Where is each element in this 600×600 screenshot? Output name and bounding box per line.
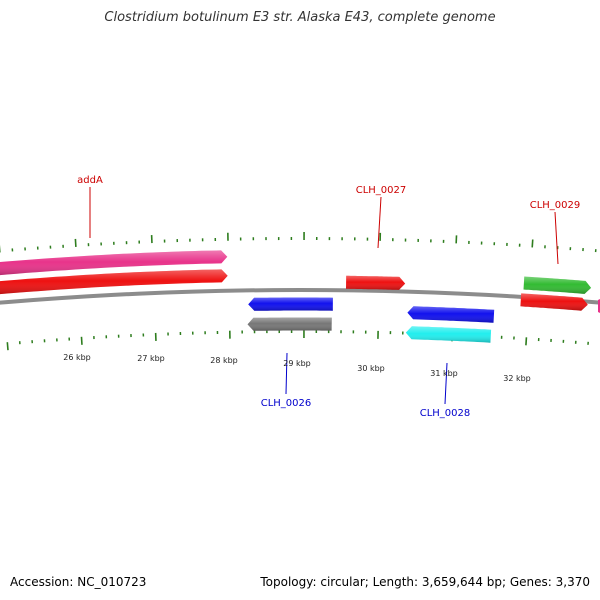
gene-shading xyxy=(520,293,588,311)
genome-title: Clostridium botulinum E3 str. Alaska E43… xyxy=(104,10,496,25)
scale-label: 27 kbp xyxy=(137,354,165,363)
gene-label: CLH_0029 xyxy=(530,200,581,211)
gene-label: CLH_0028 xyxy=(420,408,471,419)
label-leader-line xyxy=(377,196,382,249)
gene-shading xyxy=(248,297,333,311)
label-leader-line xyxy=(554,211,559,265)
tick-mark xyxy=(6,342,9,351)
scale-label: 28 kbp xyxy=(210,356,238,365)
accession-label: Accession: NC_010723 xyxy=(10,575,147,589)
gene-shading xyxy=(0,250,228,276)
gene-shading xyxy=(247,317,332,331)
gene-shading xyxy=(0,269,228,295)
scale-label: 31 kbp xyxy=(430,369,458,378)
gene-features xyxy=(0,250,600,343)
scale-label: 29 kbp xyxy=(283,359,311,368)
gene-shading xyxy=(523,276,592,294)
scale-label: 30 kbp xyxy=(357,364,385,373)
gene-label: CLH_0026 xyxy=(261,398,312,409)
gene-shading xyxy=(346,275,406,290)
genome-backbone xyxy=(0,287,600,305)
gene-shading xyxy=(405,326,492,343)
tick-mark xyxy=(531,239,534,248)
tick-mark xyxy=(525,337,528,346)
gene-labels: addA CLH_0027 CLH_0029 CLH_0026 CLH_0028 xyxy=(77,175,580,419)
gene-label: CLH_0027 xyxy=(356,185,407,196)
genome-summary: Topology: circular; Length: 3,659,644 bp… xyxy=(260,575,590,589)
gene-shading xyxy=(407,306,495,323)
scale-labels: 26 kbp 27 kbp 28 kbp 29 kbp 30 kbp 31 kbp 32 k… xyxy=(63,353,531,383)
gene-label: addA xyxy=(77,175,103,186)
scale-label: 32 kbp xyxy=(503,374,531,383)
label-leader-line xyxy=(444,362,448,405)
scale-label: 26 kbp xyxy=(63,353,91,362)
label-leader-line xyxy=(285,352,288,395)
